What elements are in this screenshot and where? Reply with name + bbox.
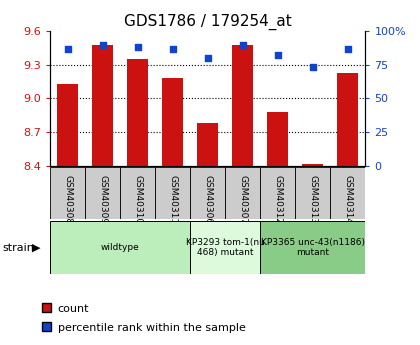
Bar — [85, 167, 121, 219]
Title: GDS1786 / 179254_at: GDS1786 / 179254_at — [124, 13, 292, 30]
Bar — [268, 112, 289, 166]
Bar — [226, 167, 260, 219]
Bar — [295, 167, 331, 219]
Bar — [331, 167, 365, 219]
Point — [170, 46, 176, 51]
Text: GSM40310: GSM40310 — [134, 175, 142, 224]
Text: GSM40314: GSM40314 — [344, 175, 352, 224]
Bar — [302, 165, 323, 166]
Bar — [50, 167, 85, 219]
Bar — [127, 59, 148, 166]
Text: GSM40311: GSM40311 — [168, 175, 177, 224]
Text: wildtype: wildtype — [101, 243, 140, 252]
Point — [205, 55, 211, 61]
Text: GSM40308: GSM40308 — [63, 175, 72, 224]
Text: GSM40307: GSM40307 — [239, 175, 247, 224]
Text: count: count — [58, 304, 89, 314]
Text: KP3365 unc-43(n1186)
mutant: KP3365 unc-43(n1186) mutant — [261, 238, 365, 257]
Bar — [337, 72, 358, 166]
Bar — [260, 167, 295, 219]
Point — [344, 46, 351, 51]
Bar — [232, 45, 253, 166]
Bar — [58, 84, 79, 166]
Bar — [92, 45, 113, 166]
Bar — [155, 167, 190, 219]
Bar — [197, 123, 218, 166]
Bar — [50, 221, 190, 274]
Text: GSM40312: GSM40312 — [273, 175, 282, 224]
Bar — [163, 78, 184, 166]
Point — [100, 42, 106, 47]
Point — [275, 52, 281, 58]
Text: GSM40306: GSM40306 — [203, 175, 213, 224]
Text: GSM40309: GSM40309 — [98, 175, 108, 224]
Point — [239, 42, 246, 47]
Point — [310, 65, 316, 70]
Text: GSM40313: GSM40313 — [308, 175, 318, 224]
Bar — [190, 167, 226, 219]
Bar — [260, 221, 365, 274]
Point — [65, 46, 71, 51]
Bar — [190, 221, 260, 274]
Point — [134, 45, 141, 50]
Text: KP3293 tom-1(nu
468) mutant: KP3293 tom-1(nu 468) mutant — [186, 238, 265, 257]
Text: ▶: ▶ — [32, 243, 40, 253]
Text: percentile rank within the sample: percentile rank within the sample — [58, 323, 245, 333]
Text: strain: strain — [2, 243, 34, 253]
Bar — [121, 167, 155, 219]
